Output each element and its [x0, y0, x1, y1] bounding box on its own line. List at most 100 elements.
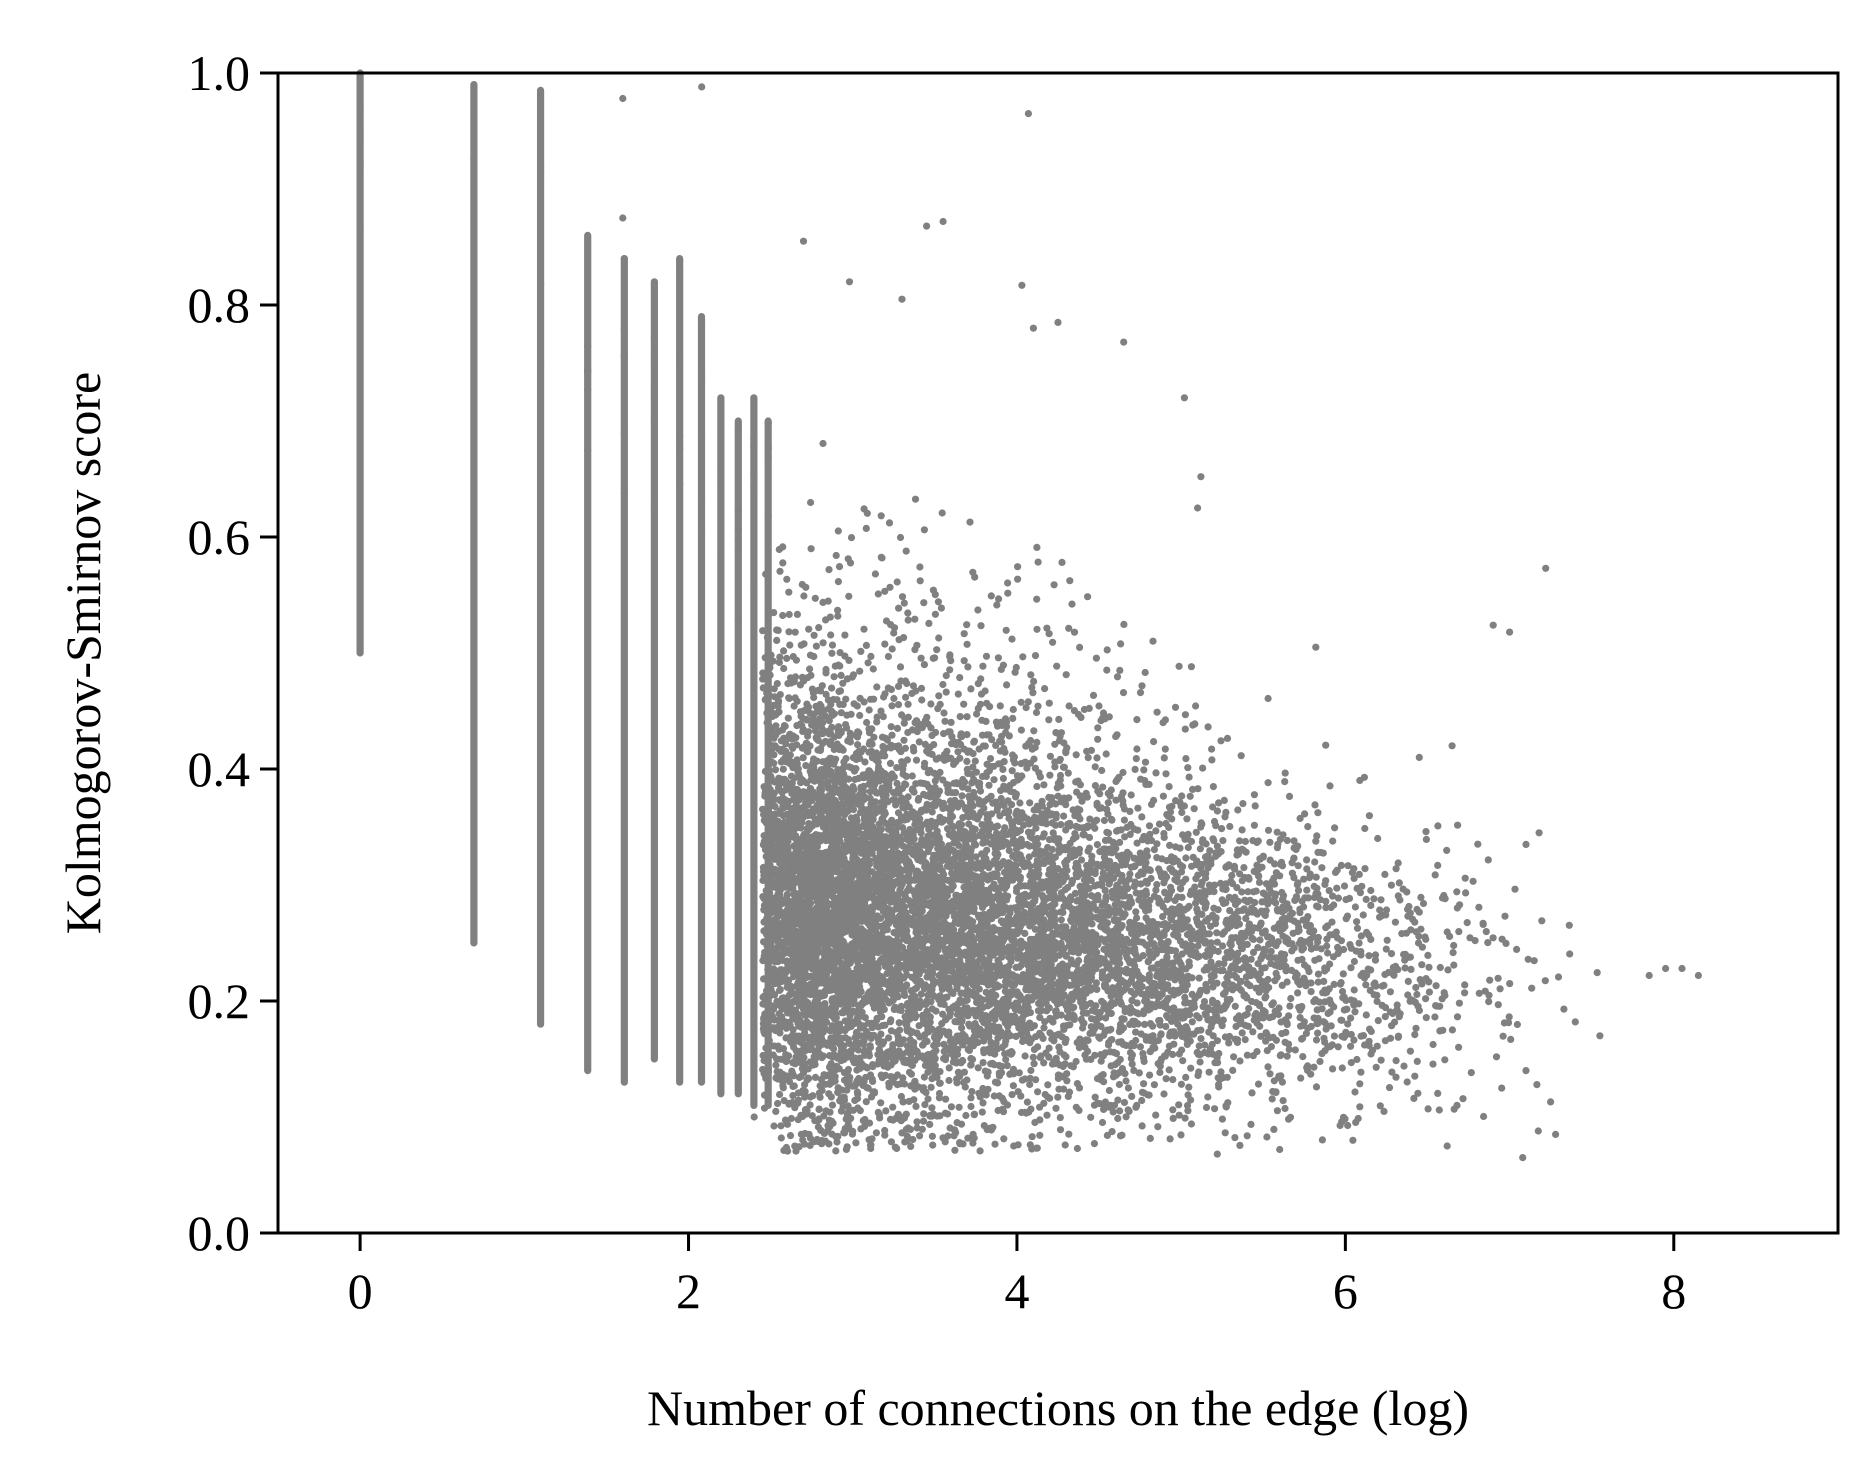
data-point-1 [356, 221, 364, 229]
data-point-3903 [1004, 809, 1012, 818]
data-point-3307 [1017, 698, 1025, 706]
data-point-3508 [918, 835, 926, 844]
data-point-4180 [889, 1116, 897, 1124]
data-point-1955 [1026, 1141, 1034, 1149]
data-point-27 [620, 489, 628, 497]
data-point-4210 [1160, 1090, 1168, 1098]
data-point-3926 [881, 1021, 889, 1029]
data-point-4643 [796, 681, 805, 689]
data-point-1632 [1062, 1053, 1070, 1061]
data-point-1468 [1055, 715, 1063, 724]
data-point-3672 [1150, 1081, 1158, 1089]
data-point-703 [1171, 703, 1180, 711]
data-point-1104 [1008, 767, 1016, 775]
data-point-3839 [874, 1051, 882, 1059]
data-point-3856 [1100, 1105, 1108, 1113]
data-point-3851 [840, 1042, 848, 1050]
data-point-57 [734, 546, 742, 554]
data-point-1978 [912, 1102, 920, 1110]
data-point-2884 [990, 776, 998, 784]
data-point-4151 [834, 1084, 842, 1092]
data-point-1668 [908, 772, 916, 780]
data-point-4209 [860, 999, 868, 1007]
data-point-3878 [1087, 1113, 1095, 1121]
data-point-3263 [947, 1103, 956, 1111]
data-point-37 [676, 480, 684, 488]
data-point-58 [734, 428, 742, 436]
data-point-56 [734, 537, 742, 545]
data-point-1996 [806, 1093, 815, 1101]
data-point-1476 [919, 1117, 928, 1125]
data-point-2778 [776, 986, 784, 994]
data-point-1121 [888, 731, 896, 739]
data-point-3511 [953, 1119, 961, 1127]
data-point-2624 [979, 662, 987, 670]
data-point-50 [717, 466, 725, 474]
data-point-2695 [913, 1124, 921, 1132]
data-point-1719 [1005, 732, 1013, 740]
data-point-3750 [867, 652, 875, 661]
data-point-4080 [1169, 1106, 1177, 1114]
data-point-4220 [1036, 1103, 1044, 1111]
data-point-48 [717, 540, 725, 548]
data-point-1801 [1038, 797, 1046, 805]
data-point-47 [697, 373, 706, 381]
data-point-4201 [965, 1020, 973, 1028]
data-point-4054 [903, 1132, 911, 1140]
data-point-4649 [855, 729, 863, 737]
data-point-1879 [933, 646, 941, 654]
data-point-128 [972, 853, 980, 861]
data-point-68 [764, 452, 772, 461]
data-point-2008 [917, 684, 926, 693]
data-point-44 [697, 316, 706, 324]
data-point-2249 [963, 713, 971, 721]
data-point-971 [1105, 1086, 1113, 1095]
data-point-2899 [999, 774, 1008, 783]
data-point-697 [882, 1107, 890, 1115]
data-point-2588 [898, 711, 906, 719]
data-point-1018 [1140, 1080, 1148, 1088]
data-point-3921 [991, 1140, 999, 1148]
data-point-3789 [949, 882, 957, 890]
data-point-3892 [963, 757, 971, 766]
data-point-2257 [1202, 1103, 1211, 1112]
data-points [356, 69, 1702, 1162]
data-point-4015 [843, 1086, 851, 1094]
data-point-13 [537, 168, 545, 176]
data-point-14 [537, 281, 545, 289]
data-point-2100 [1040, 781, 1048, 789]
data-point-3722 [922, 890, 930, 898]
data-point-3765 [892, 969, 900, 977]
data-point-1773 [939, 680, 947, 689]
data-point-2316 [891, 796, 899, 804]
data-point-3516 [942, 1095, 950, 1103]
data-point-3833 [917, 824, 925, 833]
data-point-4337 [1177, 1131, 1185, 1139]
data-point-4379 [924, 769, 932, 777]
data-point-32 [650, 414, 659, 422]
data-point-4821 [815, 624, 823, 632]
data-point-676 [935, 692, 943, 700]
data-point-745 [899, 1074, 907, 1082]
data-point-11 [470, 154, 478, 162]
data-point-2922 [1133, 716, 1141, 724]
data-point-2377 [904, 713, 912, 721]
data-point-2579 [1009, 705, 1017, 714]
data-point-4752 [882, 734, 890, 742]
data-point-3309 [989, 799, 997, 807]
data-point-8 [470, 182, 478, 190]
data-point-3238 [969, 809, 977, 817]
data-point-4318 [919, 1015, 927, 1023]
data-point-200 [945, 1076, 953, 1085]
data-point-2625 [792, 1053, 800, 1061]
data-point-3633 [970, 1134, 978, 1142]
data-point-2402 [912, 756, 921, 764]
data-point-1681 [967, 1061, 975, 1069]
data-point-2416 [1204, 723, 1212, 731]
data-point-1539 [940, 1040, 948, 1048]
data-point-60 [750, 470, 758, 478]
data-point-3828 [894, 818, 902, 827]
data-point-42 [697, 428, 706, 436]
data-point-3612 [1093, 841, 1101, 849]
